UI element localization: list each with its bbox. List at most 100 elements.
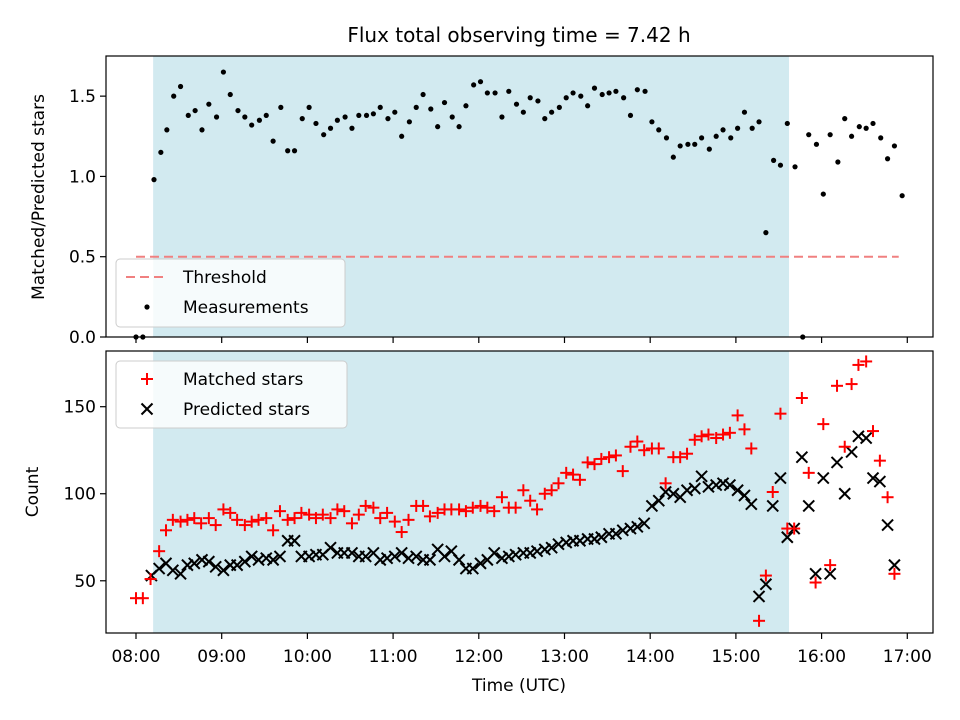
- measurement-point: [835, 159, 841, 165]
- bottom-y-tick-label: 50: [74, 572, 96, 592]
- matched-star-point: [281, 513, 294, 526]
- matched-star-point: [652, 442, 665, 455]
- matched-star-point: [252, 513, 265, 526]
- measurement-point: [370, 111, 376, 117]
- matched-star-point: [817, 418, 830, 431]
- matched-star-point: [881, 491, 894, 504]
- predicted-star-point: [202, 555, 216, 568]
- matched-star-point: [273, 505, 286, 518]
- measurement-point: [599, 91, 605, 98]
- matched-star-point: [624, 440, 637, 453]
- measurement-point: [656, 127, 662, 133]
- measurement-point: [749, 125, 755, 131]
- predicted-star-point: [802, 499, 815, 513]
- measurement-point: [613, 88, 619, 94]
- measurement-point: [891, 143, 898, 149]
- matched-star-point: [873, 454, 886, 467]
- matched-star-point: [753, 614, 766, 627]
- matched-star-point: [174, 515, 187, 528]
- matched-star-point: [260, 512, 273, 525]
- predicted-star-point: [731, 484, 744, 497]
- measurement-point: [549, 109, 555, 115]
- matched-star-point: [144, 573, 157, 586]
- predicted-star-point: [745, 497, 758, 511]
- measurement-point: [285, 148, 291, 154]
- matched-star-point: [766, 486, 779, 498]
- matched-star-point: [153, 545, 166, 558]
- matched-star-point: [788, 522, 801, 535]
- legend-measurements-swatch: [144, 304, 150, 310]
- measurement-point: [713, 133, 719, 139]
- predicted-star-point: [395, 546, 408, 560]
- predicted-star-point: [217, 564, 230, 577]
- matched-star-point: [388, 515, 401, 528]
- bottom-x-axis: 08:00 09:00 10:00 11:00 12:00 13:00 14:00 15:00…: [111, 633, 932, 667]
- predicted-star-point: [288, 534, 301, 547]
- x-tick-label: 10:00: [283, 647, 332, 667]
- measurement-point: [670, 154, 676, 160]
- predicted-star-point: [423, 553, 437, 567]
- measurement-point: [578, 93, 584, 99]
- measurement-point: [158, 149, 164, 155]
- measurement-point: [728, 135, 734, 141]
- measurement-point: [164, 127, 170, 133]
- matched-star-point: [717, 428, 730, 441]
- matched-star-point: [309, 512, 322, 525]
- measurement-point: [827, 132, 833, 138]
- predicted-star-point: [474, 557, 487, 570]
- measurement-point: [649, 119, 655, 125]
- measurement-point: [563, 95, 569, 101]
- measurement-point: [820, 191, 826, 197]
- predicted-star-point: [645, 499, 659, 513]
- measurement-point: [884, 156, 891, 162]
- measurement-point: [770, 157, 777, 163]
- predicted-star-point: [838, 487, 851, 500]
- predicted-star-point: [888, 558, 901, 572]
- measurement-point: [151, 177, 157, 183]
- measurement-point: [270, 138, 276, 144]
- matched-star-point: [552, 477, 565, 490]
- measurement-point: [806, 132, 812, 138]
- matched-star-point: [581, 456, 594, 469]
- matched-star-point: [860, 355, 873, 368]
- bottom-y-tick-label: 150: [64, 398, 96, 418]
- measurement-point: [477, 79, 484, 85]
- matched-star-point: [303, 508, 316, 521]
- bottom-y-tick-label: 100: [64, 485, 96, 505]
- matched-star-point: [759, 569, 772, 582]
- matched-star-point: [888, 567, 901, 580]
- matched-star-point: [616, 465, 629, 478]
- matched-star-point: [381, 506, 394, 519]
- top-y-tick-label: 0.5: [69, 248, 96, 268]
- predicted-star-point: [188, 557, 201, 570]
- measurement-point: [227, 91, 233, 98]
- matched-star-point: [531, 503, 544, 516]
- predicted-star-point: [845, 445, 858, 459]
- x-tick-label: 15:00: [711, 647, 760, 667]
- matched-star-point: [745, 442, 758, 455]
- matched-star-point: [488, 505, 501, 518]
- measurement-point: [535, 98, 541, 104]
- top-y-axis-label: Matched/Predicted stars: [29, 94, 49, 300]
- matched-star-point: [681, 447, 694, 460]
- top-axes-frame: [105, 55, 934, 338]
- measurement-point: [235, 107, 241, 114]
- measurement-point: [441, 99, 448, 106]
- predicted-star-point: [766, 499, 779, 513]
- measurement-point: [334, 117, 340, 123]
- matched-star-point: [209, 519, 222, 532]
- predicted-star-point: [881, 518, 894, 532]
- measurement-point: [663, 135, 670, 141]
- predicted-star-point: [631, 520, 644, 534]
- measurement-point: [606, 90, 612, 96]
- predicted-star-point: [466, 562, 480, 575]
- predicted-star-point: [452, 553, 466, 567]
- matched-star-point: [845, 378, 858, 391]
- predicted-star-point: [823, 567, 837, 581]
- measurement-point: [899, 193, 905, 199]
- measurement-point: [556, 104, 562, 110]
- matched-star-point: [217, 503, 230, 516]
- matched-star-point: [395, 526, 408, 539]
- matched-star-point: [702, 428, 715, 441]
- legend-plus-marker: [141, 373, 153, 385]
